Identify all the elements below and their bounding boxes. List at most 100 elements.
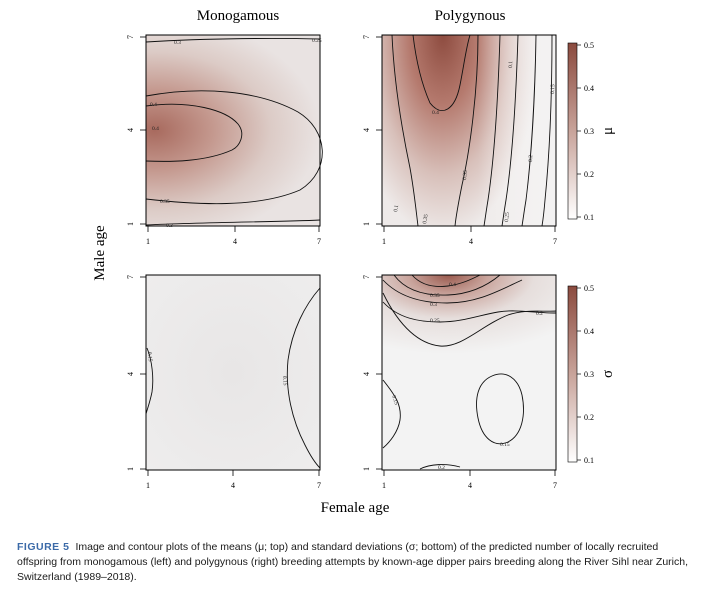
contour-label: 0.3 <box>430 302 437 308</box>
y-axis-label: Male age <box>92 225 108 281</box>
contour-label: 0.4 <box>152 126 159 132</box>
col-title-polygynous: Polygynous <box>435 8 506 24</box>
contour-line <box>454 34 479 227</box>
contour-line <box>393 274 501 296</box>
y-tick-label: 4 <box>362 128 371 132</box>
x-tick-label: 7 <box>553 481 557 490</box>
cbar-tick-label: 0.3 <box>584 370 594 379</box>
contour-line <box>145 103 243 162</box>
contour-line <box>541 34 553 227</box>
contour-line <box>412 34 471 111</box>
heatmap-polygynous-sigma <box>382 275 556 470</box>
y-tick-label: 1 <box>362 467 371 471</box>
cbar-tick-label: 0.2 <box>584 413 594 422</box>
contour-line <box>145 37 321 43</box>
x-tick-label: 7 <box>317 481 321 490</box>
panel-polygynous-sigma: 0.4 0.35 0.3 0.25 0.2 0.15 0.15 0.2 7 4 … <box>362 274 557 490</box>
x-tick-label: 1 <box>146 237 150 246</box>
cbar-tick-label: 0.4 <box>584 327 594 336</box>
contour-label: 0.15 <box>146 352 153 362</box>
y-tick-label: 7 <box>126 35 135 39</box>
contour-label: 0.3 <box>166 223 173 229</box>
contour-label: 0.2 <box>438 465 445 471</box>
heatmap-monogamous-sigma <box>146 275 320 470</box>
contour-label: 0.15 <box>281 376 288 386</box>
panel-polygynous-mu: 0.4 0.1 0.35 0.35 0.25 0.2 0.15 0.1 7 4 … <box>362 34 557 246</box>
cbar-tick-label: 0.3 <box>584 127 594 136</box>
contour-label: 0.2 <box>536 311 543 317</box>
contour-line <box>411 274 481 287</box>
colorbar-sigma: 0.5 0.4 0.3 0.2 0.1 σ <box>567 284 616 465</box>
contour-line <box>145 219 321 226</box>
contour-line <box>382 292 557 347</box>
x-tick-label: 7 <box>553 237 557 246</box>
cbar-tick-label: 0.1 <box>584 456 594 465</box>
contour-line <box>145 90 323 205</box>
y-tick-label: 7 <box>362 35 371 39</box>
contour-label: 0.15 <box>390 395 399 406</box>
contour-line <box>382 279 523 304</box>
caption-text: Image and contour plots of the means (μ;… <box>17 541 688 583</box>
contour-label: 0.15 <box>550 84 556 94</box>
panel-monogamous-sigma: 0.15 0.15 7 4 1 1 4 7 <box>126 274 321 490</box>
contour-label: 0.25 <box>430 318 440 324</box>
heatmap-overlay <box>382 35 556 226</box>
contour-label: 0.35 <box>430 293 440 299</box>
colorbar-mu-symbol: μ <box>600 127 616 135</box>
caption-label: FIGURE 5 <box>17 541 70 553</box>
contour-label: 0.25 <box>504 212 511 222</box>
figure-caption: FIGURE 5 Image and contour plots of the m… <box>17 540 692 585</box>
colorbar-sigma-symbol: σ <box>600 370 616 378</box>
panel-frame <box>381 274 557 471</box>
x-tick-label: 4 <box>231 481 235 490</box>
contour-label: 0.1 <box>393 204 400 212</box>
x-tick-label: 7 <box>317 237 321 246</box>
colorbar-mu-gradient <box>567 42 578 220</box>
y-tick-label: 4 <box>362 372 371 376</box>
contour-line <box>382 379 401 449</box>
contour-label: 0.4 <box>432 110 439 116</box>
x-tick-label: 1 <box>382 481 386 490</box>
panel-frame <box>381 34 557 227</box>
x-axis-label: Female age <box>321 500 390 516</box>
contour-label: 0.1 <box>508 61 514 68</box>
contour-line <box>382 301 557 323</box>
cbar-tick-label: 0.5 <box>584 284 594 293</box>
cbar-tick-label: 0.4 <box>584 84 594 93</box>
x-tick-label: 4 <box>233 237 237 246</box>
contour-line <box>286 287 321 469</box>
contour-line <box>476 373 524 445</box>
y-tick-label: 7 <box>362 275 371 279</box>
contour-line <box>521 34 537 227</box>
figure-svg: Monogamous Polygynous Male age Female ag… <box>92 8 616 516</box>
contour-label: 0.2 <box>528 155 534 162</box>
x-tick-label: 1 <box>382 237 386 246</box>
y-tick-label: 4 <box>126 128 135 132</box>
contour-line <box>419 464 461 470</box>
contour-label: 0.35 <box>422 214 430 225</box>
panel-monogamous-mu: 0.3 0.25 0.4 0.4 0.35 0.3 7 4 1 1 4 7 <box>126 34 323 246</box>
cbar-tick-label: 0.2 <box>584 170 594 179</box>
cbar-tick-label: 0.1 <box>584 213 594 222</box>
contour-line <box>391 34 419 227</box>
contour-label: 0.25 <box>312 38 322 44</box>
colorbar-mu: 0.5 0.4 0.3 0.2 0.1 μ <box>567 41 616 222</box>
cbar-tick-label: 0.5 <box>584 41 594 50</box>
contour-label: 0.4 <box>150 102 157 108</box>
contour-label: 0.15 <box>500 442 510 448</box>
contour-line <box>501 34 519 227</box>
contour-label: 0.35 <box>160 199 170 205</box>
contour-label: 0.3 <box>174 40 181 46</box>
x-tick-label: 4 <box>468 481 472 490</box>
panel-frame <box>145 34 321 227</box>
x-tick-label: 1 <box>146 481 150 490</box>
figure: Monogamous Polygynous Male age Female ag… <box>92 8 616 516</box>
y-tick-label: 1 <box>126 467 135 471</box>
y-tick-label: 7 <box>126 275 135 279</box>
contour-line <box>483 34 501 227</box>
heatmap-monogamous-mu <box>146 35 320 226</box>
y-tick-label: 4 <box>126 372 135 376</box>
contour-label: 0.4 <box>449 282 456 288</box>
colorbar-sigma-gradient <box>567 285 578 463</box>
contour-line <box>145 347 154 415</box>
